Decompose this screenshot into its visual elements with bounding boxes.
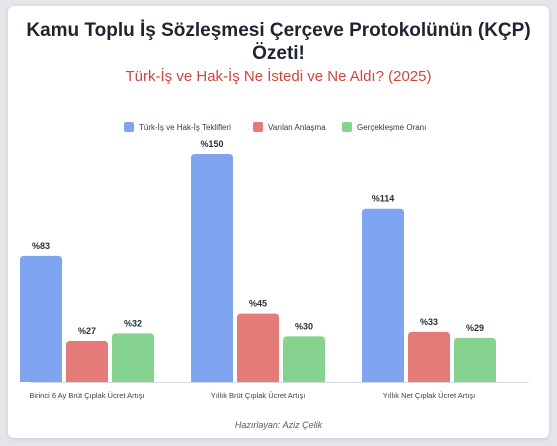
chart-card: Kamu Toplu İş Sözleşmesi Çerçeve Protoko… bbox=[8, 6, 549, 438]
data-label-series3-cat3: %29 bbox=[466, 323, 484, 333]
chart-title-line2: Özeti! bbox=[252, 43, 305, 64]
data-label-series2-cat2: %45 bbox=[249, 299, 267, 309]
legend-label-2: Varılan Anlaşma bbox=[268, 123, 326, 132]
x-tick-label-3: Yıllık Net Çıplak Ücret Artışı bbox=[383, 391, 476, 400]
credit-text: Hazırlayan: Aziz Çelik bbox=[234, 420, 323, 430]
bar-series3-cat1 bbox=[112, 333, 154, 382]
legend-swatch-2 bbox=[253, 122, 263, 132]
bar-series1-cat3 bbox=[362, 208, 404, 382]
data-label-series2-cat3: %33 bbox=[420, 317, 438, 327]
legend-label-3: Gerçekleşme Oranı bbox=[357, 123, 426, 132]
bar-series2-cat2 bbox=[237, 313, 279, 382]
chart-title-line1: Kamu Toplu İş Sözleşmesi Çerçeve Protoko… bbox=[26, 20, 531, 41]
legend-label-1: Türk-İş ve Hak-İş Teklifleri bbox=[139, 123, 231, 132]
data-label-series3-cat2: %30 bbox=[295, 321, 313, 331]
x-tick-label-2: Yıllık Brüt Çıplak Ücret Artışı bbox=[211, 391, 306, 400]
bar-series2-cat3 bbox=[408, 331, 450, 382]
bar-series2-cat1 bbox=[66, 340, 108, 382]
bar-series1-cat1 bbox=[20, 255, 62, 382]
bar-series3-cat2 bbox=[283, 336, 325, 382]
data-label-series1-cat2: %150 bbox=[200, 139, 223, 149]
legend-swatch-3 bbox=[342, 122, 352, 132]
data-label-series2-cat1: %27 bbox=[78, 326, 96, 336]
bar-series1-cat2 bbox=[191, 154, 233, 382]
data-label-series1-cat3: %114 bbox=[372, 194, 395, 204]
data-label-series1-cat1: %83 bbox=[32, 241, 50, 251]
legend-swatch-1 bbox=[124, 122, 134, 132]
bar-chart: Türk-İş ve Hak-İş Teklifleri Varılan Anla… bbox=[20, 122, 529, 400]
chart-title: Kamu Toplu İş Sözleşmesi Çerçeve Protoko… bbox=[8, 19, 549, 65]
data-label-series3-cat1: %32 bbox=[124, 318, 142, 328]
bar-series3-cat3 bbox=[454, 337, 496, 382]
chart-subtitle: Türk-İş ve Hak-İş Ne İstedi ve Ne Aldı? … bbox=[125, 68, 432, 85]
x-tick-label-1: Birinci 6 Ay Brüt Çıplak Ücret Artışı bbox=[29, 391, 144, 400]
